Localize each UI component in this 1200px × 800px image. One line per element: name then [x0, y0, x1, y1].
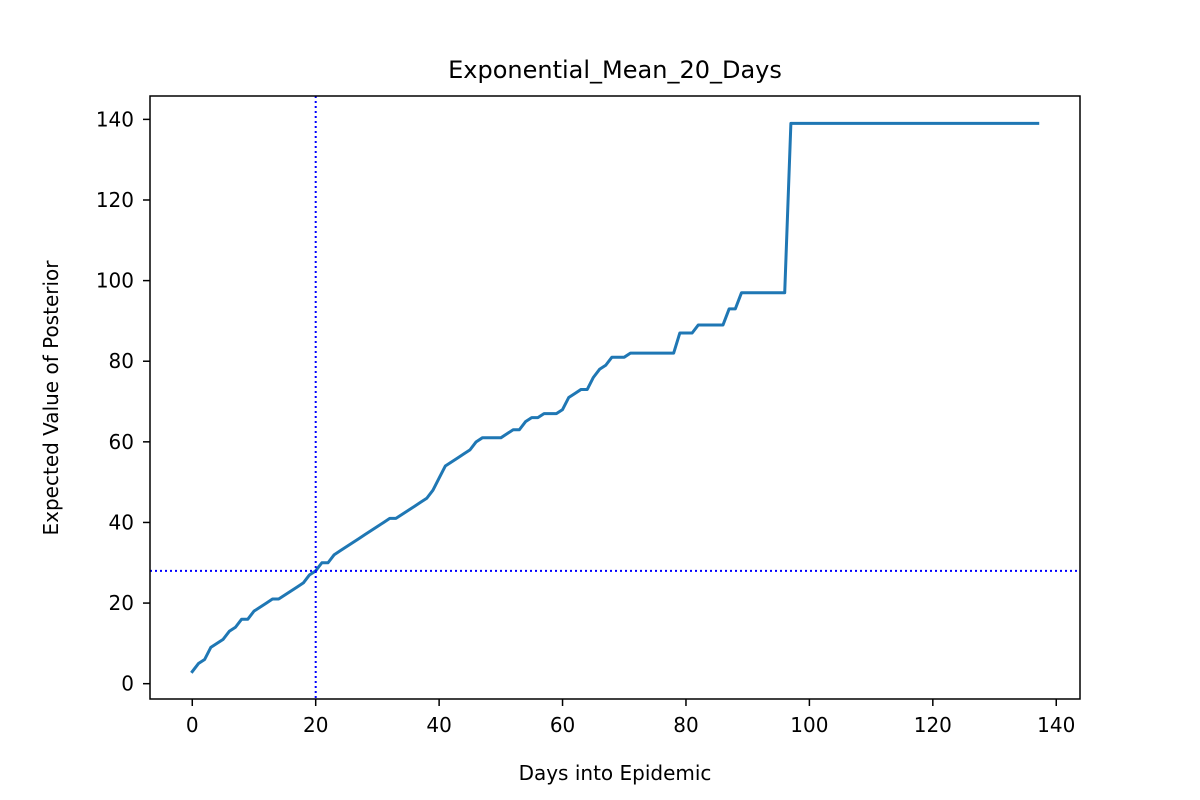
y-tick-label: 80: [109, 349, 134, 373]
chart-title: Exponential_Mean_20_Days: [448, 56, 782, 84]
x-axis-title: Days into Epidemic: [519, 761, 712, 785]
series-line-0: [190, 121, 1040, 674]
y-tick-label: 140: [96, 107, 134, 131]
x-tick-label: 40: [426, 713, 451, 737]
x-tick-label: 140: [1037, 713, 1075, 737]
y-tick-label: 100: [96, 269, 134, 293]
x-tick-label: 0: [186, 713, 199, 737]
ticks-layer: 0 20 40 60 80 100 120 140 0 20 40 60 80 100 120 140: [96, 107, 1076, 737]
x-tick-label: 60: [550, 713, 575, 737]
x-tick-label: 20: [303, 713, 328, 737]
y-tick-label: 0: [121, 672, 134, 696]
lines-layer: [150, 96, 1080, 699]
plot-area: [150, 96, 1080, 699]
x-tick-label: 120: [914, 713, 952, 737]
x-tick-label: 80: [673, 713, 698, 737]
plot-frame: [149, 95, 1081, 700]
y-axis-title: Expected Value of Posterior: [39, 260, 63, 536]
y-tick-label: 20: [109, 591, 134, 615]
y-tick-label: 40: [109, 510, 134, 534]
y-tick-label: 60: [109, 430, 134, 454]
y-tick-label: 120: [96, 188, 134, 212]
x-tick-label: 100: [790, 713, 828, 737]
